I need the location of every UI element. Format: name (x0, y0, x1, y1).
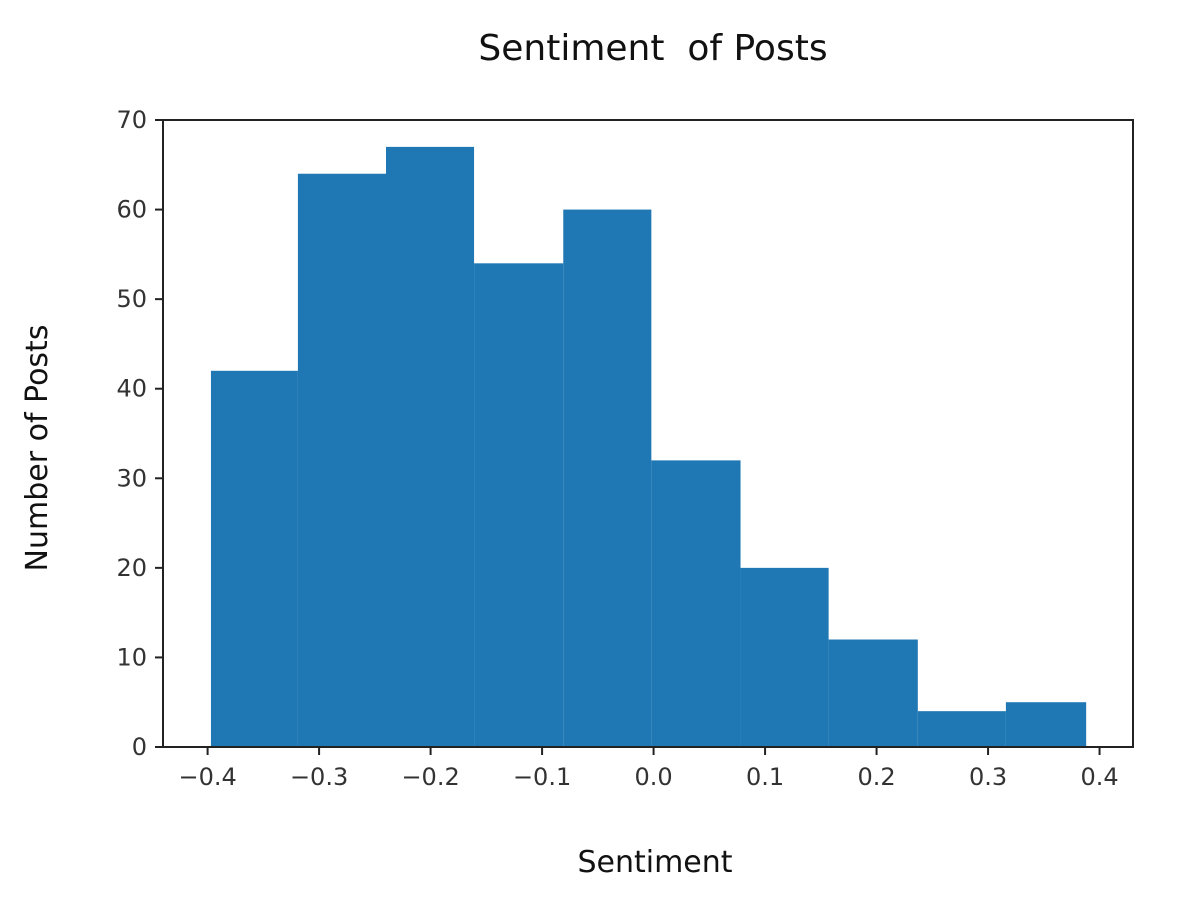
x-tick-label: −0.3 (290, 763, 348, 791)
y-tick-label: 60 (116, 196, 147, 224)
histogram-bar (651, 460, 741, 747)
x-tick-label: 0.3 (969, 763, 1007, 791)
y-axis-label: Number of Posts (20, 325, 55, 572)
histogram-bar (297, 173, 386, 747)
y-axis: 0 10 20 30 40 50 60 70 (116, 106, 163, 761)
x-tick-label: 0.4 (1080, 763, 1118, 791)
chart-title: Sentiment of Posts (478, 28, 827, 69)
histogram-bar (474, 263, 564, 747)
histogram-bar (385, 146, 475, 747)
y-tick-label: 40 (116, 375, 147, 403)
y-tick-label: 0 (132, 733, 147, 761)
x-tick-label: −0.4 (178, 763, 236, 791)
plot-frame (162, 119, 1134, 748)
x-tick-label: −0.1 (513, 763, 571, 791)
x-tick-label: −0.2 (401, 763, 459, 791)
histogram-bar (1005, 702, 1087, 747)
x-axis-label: Sentiment (577, 845, 732, 880)
y-tick-label: 70 (116, 106, 147, 134)
y-tick-label: 50 (116, 285, 147, 313)
x-tick-label: 0.2 (857, 763, 895, 791)
histogram-bars (210, 146, 1087, 748)
y-tick-label: 10 (116, 643, 147, 671)
x-tick-label: 0.0 (634, 763, 672, 791)
x-axis: −0.4 −0.3 −0.2 −0.1 0.0 0.1 0.2 0.3 0.4 (178, 747, 1119, 791)
y-tick-label: 30 (116, 464, 147, 492)
histogram-bar (563, 209, 652, 748)
histogram-bar (917, 711, 1006, 747)
histogram-bar (740, 567, 829, 747)
y-tick-label: 20 (116, 554, 147, 582)
histogram-bar (828, 639, 918, 747)
x-tick-label: 0.1 (746, 763, 784, 791)
histogram-bar (210, 370, 298, 747)
